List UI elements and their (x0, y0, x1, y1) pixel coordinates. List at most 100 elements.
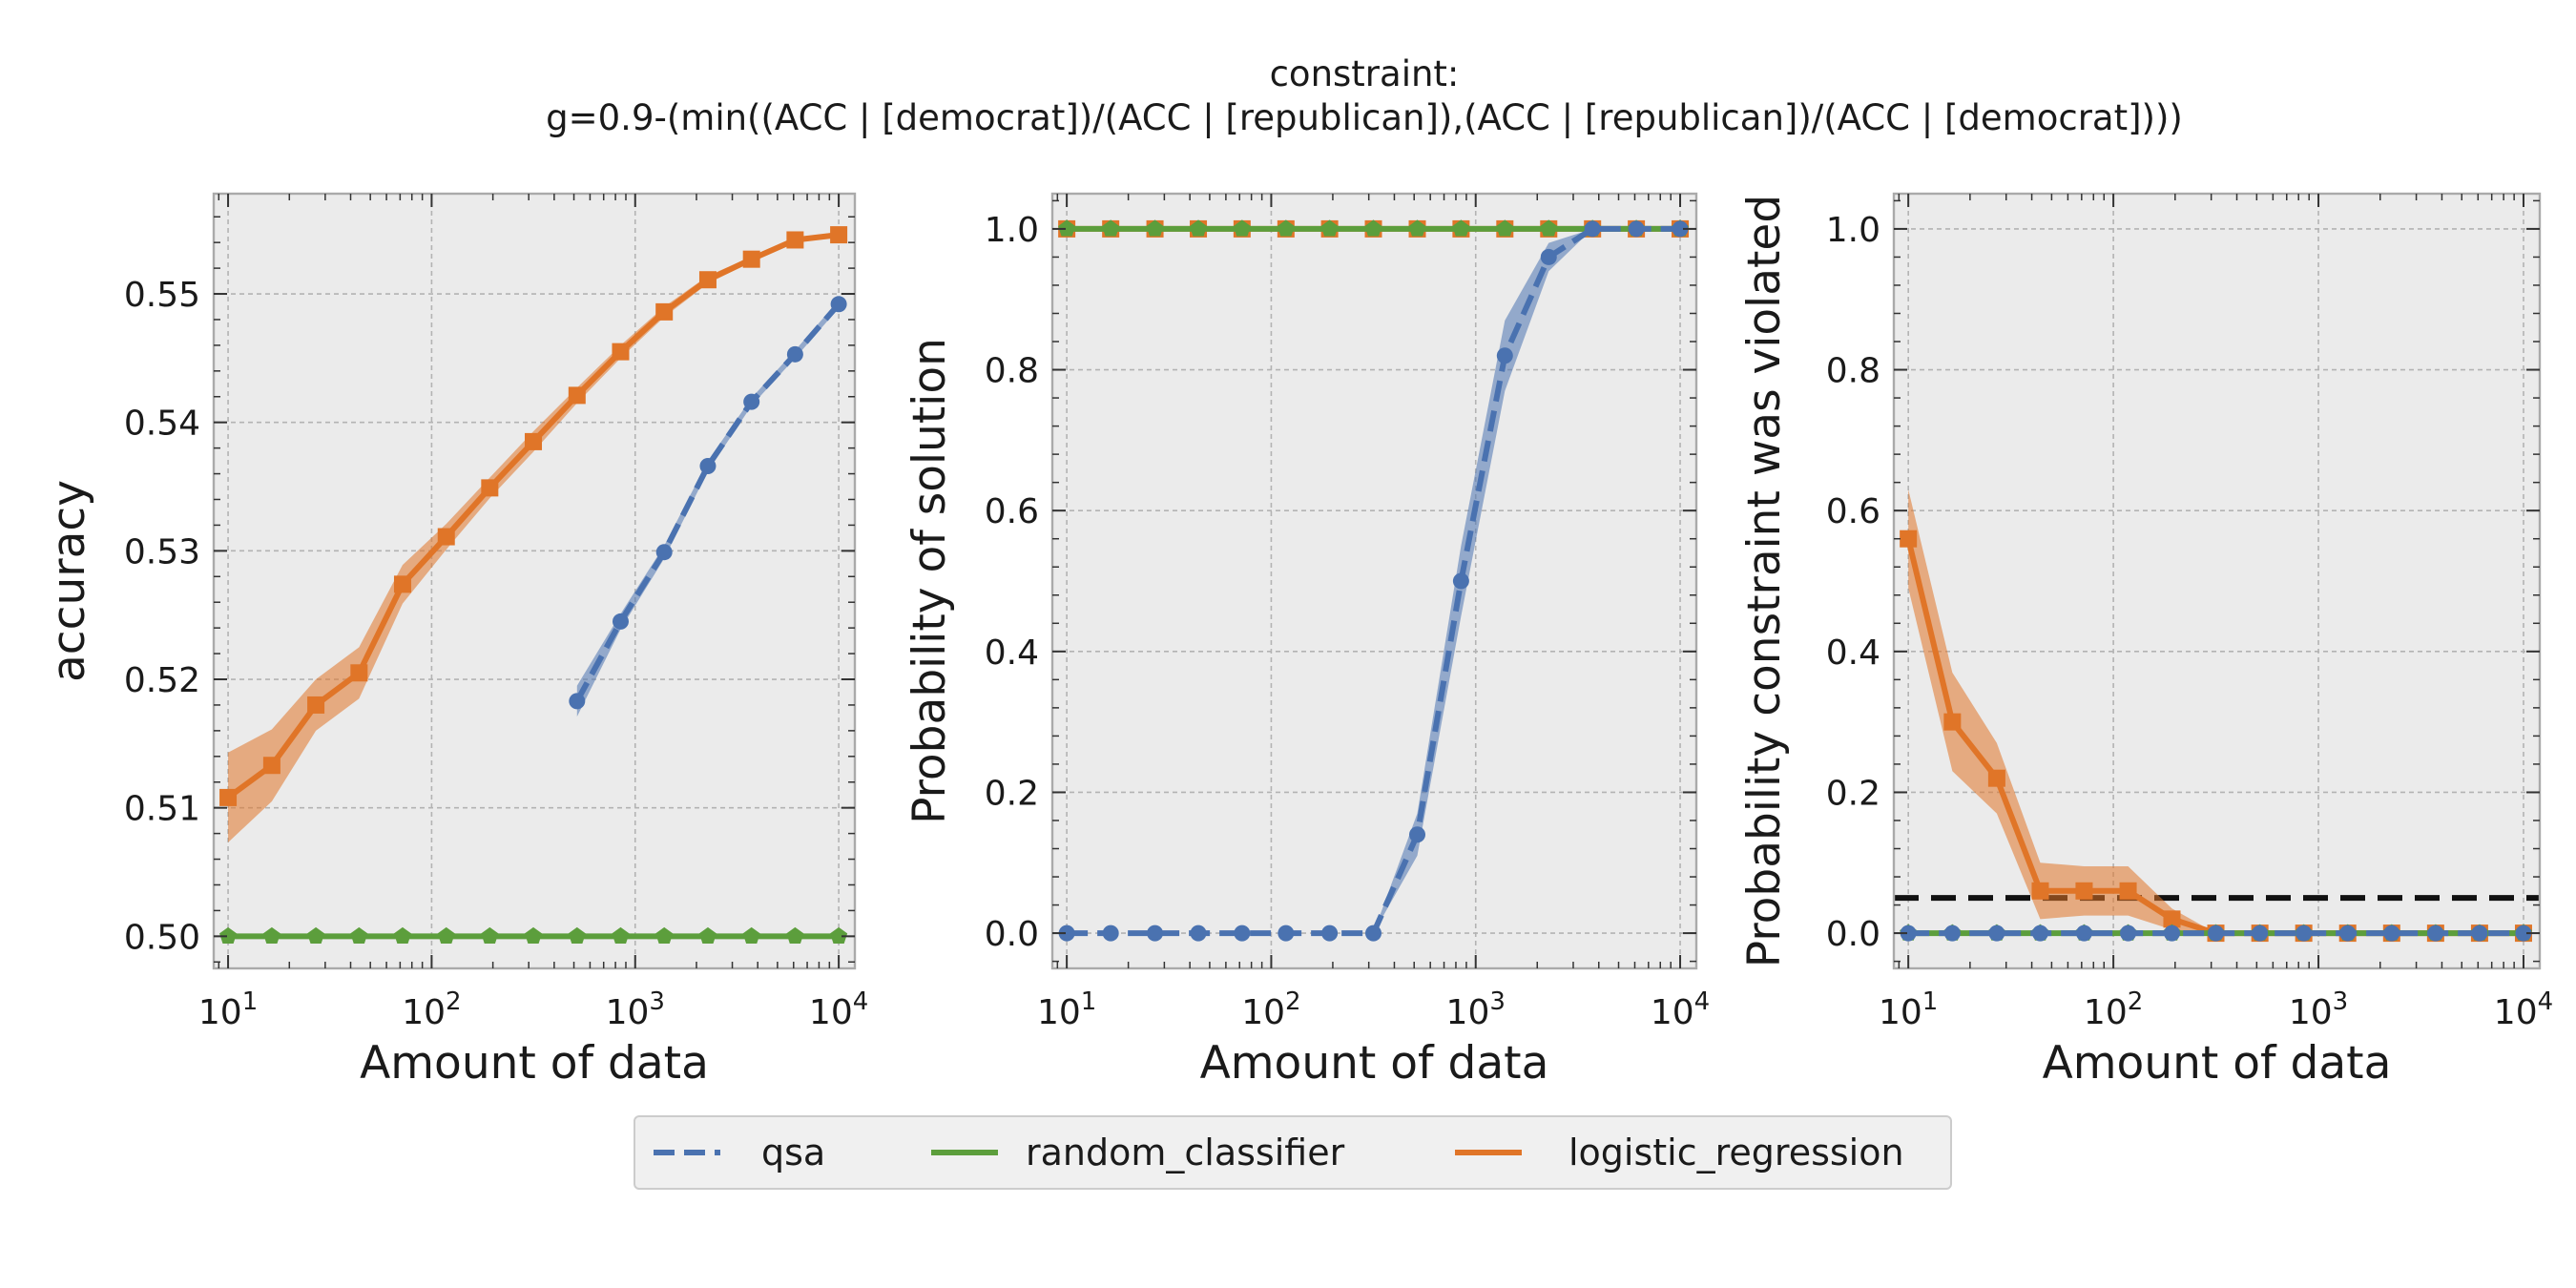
point-logistic-regression (393, 575, 411, 593)
point-qsa (2031, 924, 2048, 942)
x-tick-label: 104 (809, 987, 868, 1032)
point-qsa (2075, 924, 2092, 942)
legend-frame (634, 1115, 1952, 1190)
y-tick-label: 0.4 (1826, 634, 1880, 673)
y-tick-label: 0.2 (1826, 774, 1880, 813)
point-logistic-regression (568, 386, 586, 405)
y-tick-label: 0.2 (985, 774, 1039, 813)
point-qsa (612, 613, 629, 630)
point-random-classifier (1496, 219, 1514, 237)
point-qsa (743, 393, 760, 410)
y-tick-label: 0.6 (1826, 492, 1880, 531)
x-tick-label: 104 (2494, 987, 2553, 1032)
x-tick-label: 104 (1651, 987, 1710, 1032)
point-qsa (2163, 924, 2180, 942)
point-random-classifier (1320, 219, 1339, 237)
point-qsa (1988, 924, 2005, 942)
panel-1: 101 102 103 104 0.50 0.51 0.52 0.53 0.54 0.55 Amou… (43, 192, 868, 1090)
x-tick-label: 103 (1446, 987, 1506, 1032)
point-logistic-regression (742, 250, 760, 268)
x-axis-label: Amount of data (360, 1037, 709, 1090)
point-qsa (1278, 924, 1295, 942)
plot-area (1894, 194, 2540, 968)
x-axis-label: Amount of data (1200, 1037, 1549, 1090)
point-qsa (569, 693, 586, 710)
panel-2: 101 102 103 104 0.0 0.2 0.4 0.6 0.8 1.0 Amount of … (904, 192, 1710, 1090)
point-random-classifier (393, 926, 411, 945)
point-random-classifier (1277, 219, 1295, 237)
y-tick-label: 0.55 (124, 276, 200, 315)
x-tick-label: 102 (402, 987, 461, 1032)
point-random-classifier (437, 926, 455, 945)
point-random-classifier (1408, 219, 1426, 237)
point-qsa (2427, 924, 2444, 942)
point-random-classifier (307, 926, 325, 945)
legend-random-classifier-label: random_classifier (1026, 1132, 1345, 1174)
point-qsa (1190, 924, 1207, 942)
point-logistic-regression (525, 432, 543, 450)
y-tick-label: 0.54 (124, 405, 200, 444)
point-qsa (699, 457, 717, 474)
point-random-classifier (568, 926, 586, 945)
point-qsa (1628, 220, 1645, 238)
y-axis-label: accuracy (43, 480, 95, 682)
point-qsa (2296, 924, 2313, 942)
point-qsa (1943, 924, 1961, 942)
x-axis-label: Amount of data (2043, 1037, 2392, 1090)
point-qsa (2120, 924, 2137, 942)
point-random-classifier (262, 926, 280, 945)
plot-area (1052, 194, 1696, 968)
plot-content (1058, 219, 1690, 942)
point-qsa (1409, 826, 1426, 843)
point-logistic-regression (786, 231, 804, 249)
point-qsa (2383, 924, 2400, 942)
point-random-classifier (1189, 219, 1208, 237)
point-logistic-regression (262, 757, 280, 775)
y-tick-label: 0.4 (985, 634, 1039, 673)
point-random-classifier (1540, 219, 1558, 237)
x-tick-label: 102 (2084, 987, 2143, 1032)
point-random-classifier (350, 926, 368, 945)
point-qsa (1672, 220, 1689, 238)
y-tick-label: 0.51 (124, 790, 200, 829)
point-random-classifier (1146, 219, 1164, 237)
point-random-classifier (524, 926, 543, 945)
y-tick-label: 0.8 (985, 352, 1039, 391)
point-logistic-regression (2119, 882, 2137, 900)
point-logistic-regression (830, 226, 848, 244)
y-axis-label: Probability constraint was violated (1738, 195, 1791, 967)
plot-area (214, 194, 855, 968)
y-tick-label: 1.0 (985, 211, 1039, 250)
point-logistic-regression (1987, 769, 2005, 787)
point-logistic-regression (1943, 713, 1962, 731)
y-tick-label: 0.6 (985, 492, 1039, 531)
point-qsa (1584, 220, 1601, 238)
point-random-classifier (219, 926, 238, 945)
legend-logistic-regression-label: logistic_regression (1568, 1132, 1904, 1174)
y-axis-label: Probability of solution (904, 338, 956, 824)
point-qsa (1102, 924, 1119, 942)
point-qsa (2252, 924, 2269, 942)
point-qsa (1540, 248, 1557, 265)
y-tick-label: 0.52 (124, 661, 200, 700)
point-random-classifier (1102, 219, 1120, 237)
point-qsa (2339, 924, 2357, 942)
point-logistic-regression (350, 664, 368, 682)
point-qsa (1058, 924, 1075, 942)
point-logistic-regression (2163, 910, 2181, 928)
figure-title-line-2: g=0.9-(min((ACC | [democrat])/(ACC | [re… (546, 97, 2183, 138)
x-tick-label: 103 (606, 987, 665, 1032)
point-random-classifier (1452, 219, 1470, 237)
point-random-classifier (655, 926, 674, 945)
point-logistic-regression (2075, 882, 2093, 900)
point-logistic-regression (698, 271, 717, 289)
point-logistic-regression (655, 302, 674, 321)
point-qsa (1234, 924, 1251, 942)
point-random-classifier (698, 926, 717, 945)
x-tick-label: 101 (1879, 987, 1938, 1032)
panel-3: 101 102 103 104 0.0 0.2 0.4 0.6 0.8 1.0 Amount of … (1738, 192, 2553, 1090)
point-random-classifier (1233, 219, 1251, 237)
chart-panels: 101 102 103 104 0.50 0.51 0.52 0.53 0.54 0.55 Amou… (43, 192, 2553, 1090)
point-qsa (1321, 924, 1339, 942)
point-random-classifier (830, 926, 848, 945)
